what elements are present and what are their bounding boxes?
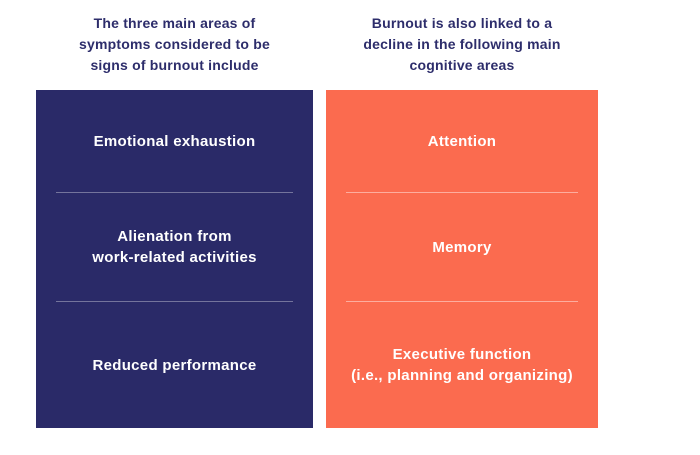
- item-line: Executive function: [392, 346, 532, 363]
- list-item-alienation: Alienation from work-related activities: [36, 193, 313, 301]
- heading-line: decline in the following main: [363, 36, 561, 52]
- item-line: Emotional exhaustion: [93, 132, 256, 150]
- list-item-emotional-exhaustion: Emotional exhaustion: [36, 90, 313, 192]
- heading-line: Burnout is also linked to a: [371, 15, 553, 31]
- cognitive-heading: Burnout is also linked to a decline in t…: [326, 13, 598, 90]
- item-line: Memory: [432, 238, 492, 256]
- heading-line: symptoms considered to be: [79, 36, 270, 52]
- item-line: work-related activities: [92, 249, 257, 266]
- divider: [346, 301, 578, 302]
- symptoms-heading: The three main areas of symptoms conside…: [36, 13, 313, 90]
- list-item-attention: Attention: [326, 90, 598, 192]
- list-item-executive-function: Executive function (i.e., planning and o…: [326, 302, 598, 428]
- divider: [56, 192, 293, 193]
- divider: [56, 301, 293, 302]
- symptoms-panel: Emotional exhaustion Alienation from wor…: [36, 90, 313, 428]
- item-line: Reduced performance: [92, 356, 257, 374]
- divider: [346, 192, 578, 193]
- list-item-reduced-performance: Reduced performance: [36, 302, 313, 428]
- heading-line: signs of burnout include: [90, 57, 259, 73]
- item-line: Attention: [427, 132, 497, 150]
- heading-line: The three main areas of: [93, 15, 256, 31]
- heading-line: cognitive areas: [409, 57, 515, 73]
- item-line: Alienation from: [117, 228, 232, 245]
- item-line: (i.e., planning and organizing): [351, 367, 573, 384]
- cognitive-panel: Attention Memory Executive function (i.e…: [326, 90, 598, 428]
- cognitive-column: Burnout is also linked to a decline in t…: [326, 0, 598, 428]
- list-item-memory: Memory: [326, 193, 598, 301]
- symptoms-column: The three main areas of symptoms conside…: [36, 0, 313, 428]
